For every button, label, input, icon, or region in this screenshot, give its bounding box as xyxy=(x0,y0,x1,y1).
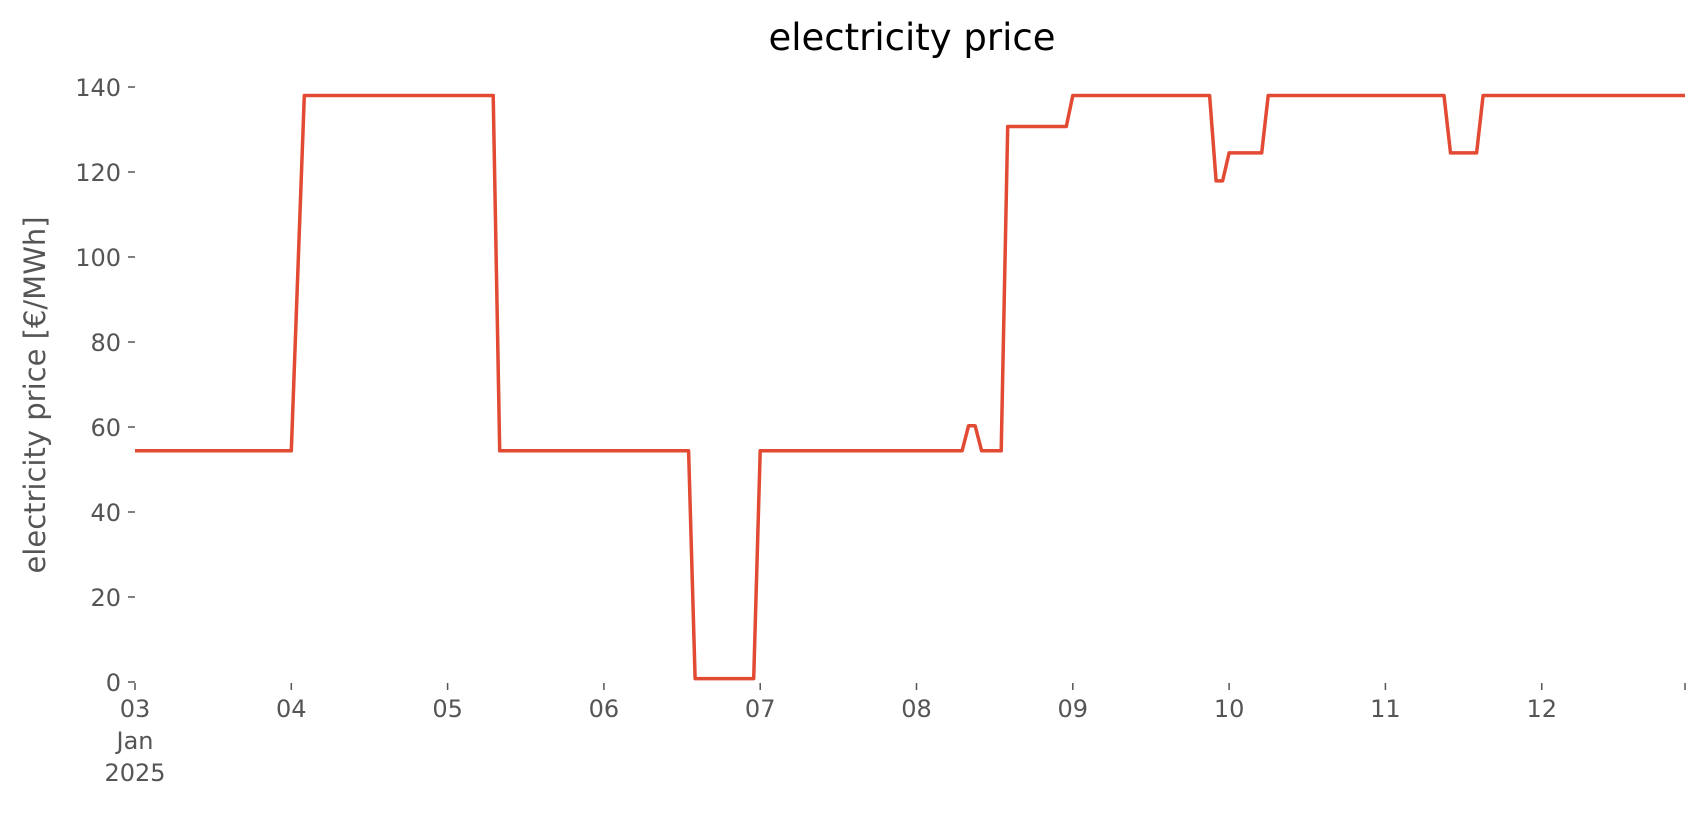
x-tick-label: 09 xyxy=(1058,695,1089,723)
chart-title: electricity price xyxy=(768,16,1055,59)
plot-area xyxy=(135,93,1685,681)
x-tick-label: 10 xyxy=(1214,695,1245,723)
y-tick-label: 120 xyxy=(75,159,121,187)
x-axis: 03 Jan 2025 04 05 06 07 08 09 10 11 12 xyxy=(104,683,1686,787)
y-axis-label: electricity price [€/MWh] xyxy=(18,216,52,573)
y-tick-label: 60 xyxy=(90,414,121,442)
series-line-electricity-price xyxy=(135,93,1685,681)
y-tick-label: 20 xyxy=(90,584,121,612)
x-tick-label: 04 xyxy=(276,695,307,723)
x-tick-label: 05 xyxy=(432,695,463,723)
y-tick-label: 80 xyxy=(90,329,121,357)
y-tick-label: 0 xyxy=(106,669,121,697)
y-tick-label: 40 xyxy=(90,499,121,527)
y-axis: 0 20 40 60 80 100 120 140 xyxy=(75,74,135,697)
x-tick-label: 07 xyxy=(745,695,776,723)
x-tick-label: 12 xyxy=(1526,695,1557,723)
x-tick-label: 06 xyxy=(589,695,620,723)
x-tick-label: 08 xyxy=(901,695,932,723)
x-tick-label: 11 xyxy=(1370,695,1401,723)
x-tick-label: 03 Jan 2025 xyxy=(104,695,165,787)
y-tick-label: 140 xyxy=(75,74,121,102)
y-tick-label: 100 xyxy=(75,244,121,272)
